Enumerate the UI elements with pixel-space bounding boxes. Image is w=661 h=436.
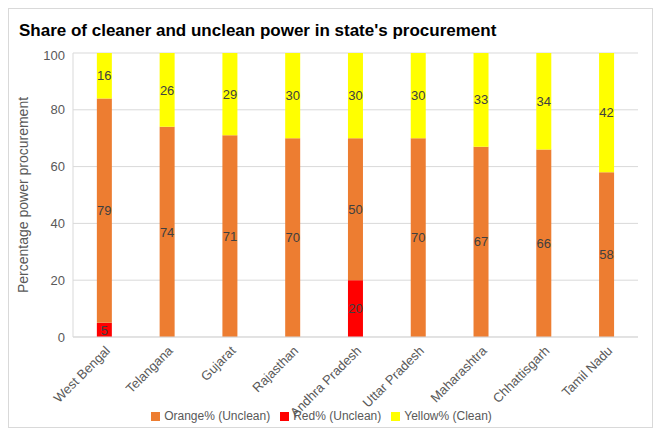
svg-text:79: 79 <box>97 203 111 218</box>
svg-text:42: 42 <box>599 105 613 120</box>
svg-text:50: 50 <box>348 202 362 217</box>
svg-text:30: 30 <box>411 88 425 103</box>
svg-text:29: 29 <box>223 87 237 102</box>
svg-text:30: 30 <box>285 88 299 103</box>
svg-text:20: 20 <box>51 273 65 288</box>
svg-text:70: 70 <box>285 230 299 245</box>
svg-text:33: 33 <box>474 92 488 107</box>
svg-text:Telangana: Telangana <box>123 342 177 396</box>
svg-text:67: 67 <box>474 234 488 249</box>
svg-text:60: 60 <box>51 159 65 174</box>
svg-text:66: 66 <box>537 236 551 251</box>
svg-text:Maharashtra: Maharashtra <box>427 343 490 406</box>
svg-text:Rajasthan: Rajasthan <box>249 343 301 395</box>
svg-text:West Bengal: West Bengal <box>50 343 113 406</box>
svg-text:71: 71 <box>223 229 237 244</box>
svg-text:58: 58 <box>599 247 613 262</box>
svg-text:80: 80 <box>51 102 65 117</box>
svg-text:Tamil Nadu: Tamil Nadu <box>559 343 616 400</box>
svg-text:Gujarat: Gujarat <box>198 343 239 384</box>
svg-text:Uttar Pradesh: Uttar Pradesh <box>360 343 427 410</box>
svg-text:74: 74 <box>160 225 174 240</box>
svg-text:26: 26 <box>160 83 174 98</box>
svg-text:100: 100 <box>43 48 65 63</box>
svg-text:40: 40 <box>51 216 65 231</box>
svg-text:30: 30 <box>348 88 362 103</box>
svg-text:Percentage power procurement: Percentage power procurement <box>15 97 31 293</box>
svg-text:20: 20 <box>348 301 362 316</box>
svg-text:34: 34 <box>537 94 551 109</box>
svg-text:70: 70 <box>411 230 425 245</box>
svg-text:0: 0 <box>58 330 65 345</box>
svg-text:Andhra Pradesh: Andhra Pradesh <box>287 343 364 420</box>
svg-text:5: 5 <box>101 323 108 338</box>
svg-text:16: 16 <box>97 68 111 83</box>
svg-text:Chhattisgarh: Chhattisgarh <box>490 343 553 406</box>
